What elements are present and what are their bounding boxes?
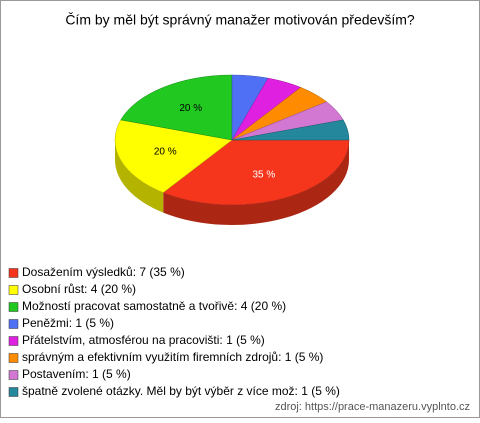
chart-title: Čím by měl být správný manažer motivován… <box>65 12 415 28</box>
legend-label: Osobní růst: 4 (20 %) <box>22 282 136 296</box>
legend-swatch <box>8 302 19 312</box>
slice-side <box>163 140 349 225</box>
source: zdroj: https://prace-manazeru.vyplnto.cz <box>275 401 470 413</box>
legend-swatch <box>8 268 19 278</box>
slice-label: 20 % <box>179 103 202 114</box>
legend-label: Dosažením výsledků: 7 (35 %) <box>22 265 185 279</box>
legend-swatch <box>8 336 19 346</box>
legend-label: špatně zvolené otázky. Měl by být výběr … <box>22 384 340 398</box>
slice-label: 35 % <box>252 169 275 180</box>
pie-slice <box>120 74 233 141</box>
slice-side <box>115 140 164 213</box>
slice-label: 20 % <box>154 147 177 158</box>
pie-slice <box>231 119 350 141</box>
pie-slice <box>162 139 350 206</box>
legend-swatch <box>8 370 19 380</box>
legend-label: Možností pracovat samostatně a tvořivě: … <box>22 299 286 313</box>
legend-label: Postavením: 1 (5 %) <box>22 367 131 381</box>
legend-label: Přátelstvím, atmosférou na pracovišti: 1… <box>22 333 265 347</box>
legend-label: Peněžmi: 1 (5 %) <box>22 316 114 330</box>
legend-swatch <box>8 353 19 363</box>
legend-label: správným a efektivním využitím firemních… <box>22 350 323 364</box>
legend-swatch <box>8 285 19 295</box>
pie-slice <box>114 119 233 193</box>
legend-swatch <box>8 319 19 329</box>
legend-swatch <box>8 387 19 397</box>
